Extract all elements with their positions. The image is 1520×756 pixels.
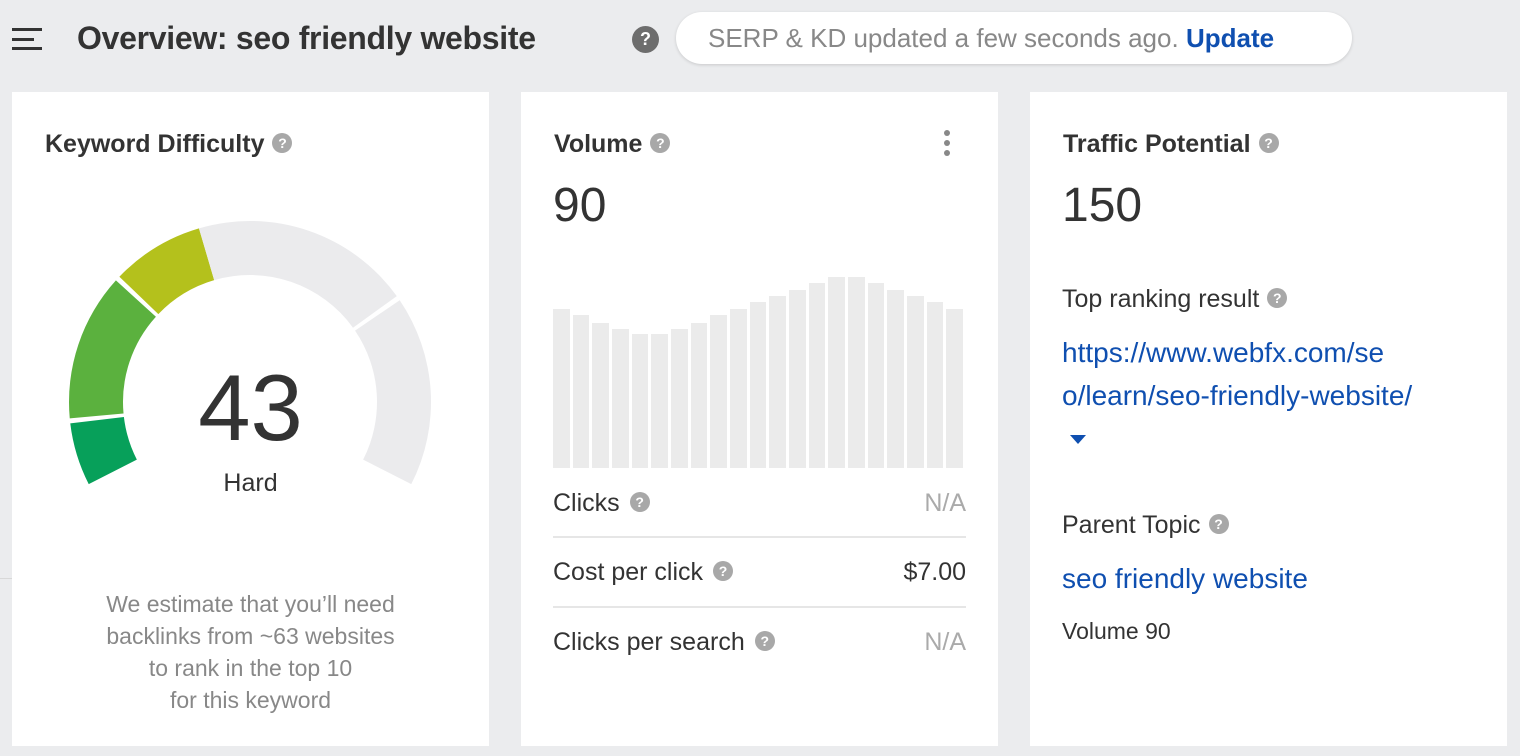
- trend-bar: [592, 322, 609, 468]
- serp-status-pill: SERP & KD updated a few seconds ago. Upd…: [676, 12, 1352, 64]
- row-value: N/A: [924, 488, 966, 517]
- traffic-potential-card: Traffic Potential? 150 Top ranking resul…: [1030, 92, 1507, 746]
- menu-icon[interactable]: [12, 28, 42, 50]
- help-icon[interactable]: ?: [754, 631, 775, 652]
- volume-title: Volume: [554, 130, 643, 158]
- gauge-segment: [119, 228, 215, 315]
- parent-topic-label: Parent Topic?: [1062, 511, 1229, 540]
- help-icon[interactable]: ?: [1267, 288, 1288, 309]
- traffic-title: Traffic Potential: [1063, 130, 1251, 158]
- clicks-row: Clicks? N/A: [553, 468, 966, 538]
- update-link[interactable]: Update: [1185, 23, 1275, 53]
- trend-bar: [710, 315, 727, 468]
- trend-bar: [690, 322, 708, 468]
- kd-gauge: [69, 221, 431, 485]
- trend-bar: [671, 328, 688, 468]
- url-line[interactable]: o/learn/seo-friendly-website/: [1062, 380, 1413, 411]
- row-label: Clicks per search: [553, 627, 745, 656]
- card-title: Traffic Potential?: [1063, 130, 1279, 159]
- estimate-line: for this keyword: [169, 687, 332, 713]
- kd-title: Keyword Difficulty: [45, 130, 265, 158]
- label-text: Parent Topic: [1062, 511, 1201, 539]
- label-text: Top ranking result: [1062, 285, 1260, 313]
- parent-topic-volume: Volume 90: [1062, 618, 1171, 644]
- trend-bar: [749, 301, 767, 468]
- row-value: $7.00: [903, 557, 966, 586]
- trend-bar: [612, 328, 629, 468]
- row-label: Clicks: [553, 488, 620, 517]
- volume-value: 90: [553, 179, 607, 232]
- trend-bar: [769, 296, 786, 468]
- gauge-segment-empty: [198, 221, 397, 328]
- page-title: Overview: seo friendly website: [77, 20, 536, 56]
- trend-bar: [887, 290, 904, 468]
- help-icon[interactable]: ?: [713, 561, 734, 582]
- estimate-line: to rank in the top 10: [148, 655, 353, 681]
- divider: [0, 578, 12, 579]
- card-title: Volume?: [554, 130, 671, 159]
- trend-bar: [730, 309, 747, 468]
- row-label: Cost per click: [553, 557, 704, 586]
- help-icon[interactable]: ?: [1258, 133, 1279, 154]
- trend-bar: [572, 315, 590, 468]
- kd-value: 43: [198, 355, 303, 460]
- more-options-icon[interactable]: [942, 130, 952, 160]
- trend-bar: [789, 290, 806, 468]
- estimate-line: We estimate that you’ll need: [106, 591, 395, 617]
- trend-bar: [946, 309, 963, 468]
- trend-bar: [848, 277, 865, 468]
- row-value: N/A: [924, 627, 966, 656]
- traffic-value: 150: [1062, 179, 1143, 232]
- gauge-segment-empty: [355, 300, 431, 485]
- help-icon[interactable]: ?: [272, 133, 293, 154]
- help-icon[interactable]: ?: [1208, 514, 1229, 535]
- status-text: SERP & KD updated a few seconds ago.: [708, 23, 1179, 53]
- help-icon[interactable]: ?: [632, 26, 659, 53]
- trend-bar: [907, 296, 924, 468]
- trend-bar: [553, 309, 570, 468]
- cpc-row: Cost per click? $7.00: [553, 536, 966, 606]
- help-icon[interactable]: ?: [629, 492, 650, 513]
- top-ranking-url[interactable]: https://www.webfx.com/se o/learn/seo-frie…: [1062, 331, 1412, 417]
- volume-trend-chart: [553, 252, 966, 468]
- trend-bar: [828, 277, 845, 468]
- parent-topic-link[interactable]: seo friendly website: [1062, 563, 1308, 594]
- clicks-per-search-row: Clicks per search? N/A: [553, 606, 966, 676]
- kd-label: Hard: [223, 469, 278, 497]
- trend-bar: [631, 334, 649, 468]
- help-icon[interactable]: ?: [650, 133, 671, 154]
- card-title: Keyword Difficulty?: [45, 130, 293, 159]
- kd-estimate: We estimate that you’ll need backlinks f…: [12, 588, 489, 716]
- estimate-line: backlinks from ~63 websites: [106, 623, 395, 649]
- gauge-segment: [70, 417, 137, 485]
- caret-down-icon[interactable]: [1070, 435, 1086, 444]
- trend-bar: [867, 282, 885, 468]
- trend-bar: [808, 282, 826, 468]
- trend-bar: [926, 301, 944, 468]
- volume-card: Volume? 90 Clicks? N/A Cost per click? $7.…: [521, 92, 998, 746]
- top-ranking-label: Top ranking result?: [1062, 285, 1288, 314]
- keyword-difficulty-card: Keyword Difficulty? 43 Hard We estimate …: [12, 92, 489, 746]
- trend-bar: [651, 334, 668, 468]
- gauge-segment: [69, 280, 156, 419]
- url-line[interactable]: https://www.webfx.com/se: [1062, 337, 1385, 368]
